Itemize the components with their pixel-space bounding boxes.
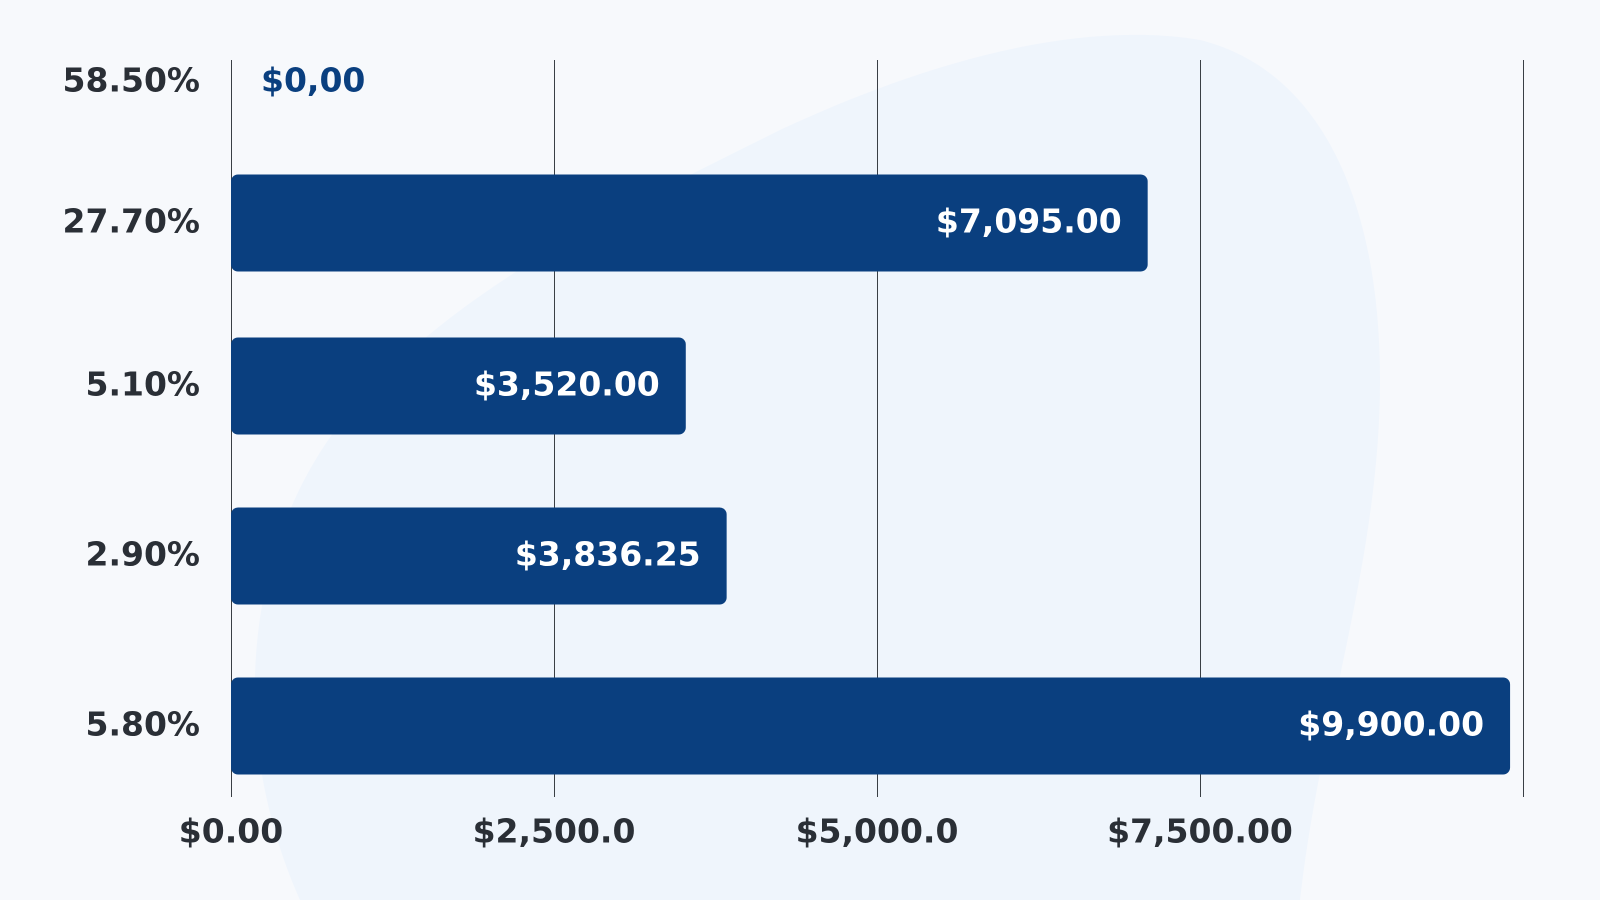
bar	[231, 174, 1148, 272]
x-tick-label: $7,500.00	[1107, 812, 1293, 851]
category-label: 27.70%	[63, 202, 200, 241]
bar-value-label: $3,836.25	[515, 535, 701, 574]
bar-value-label: $7,095.00	[936, 202, 1122, 241]
x-tick-label: $5,000.0	[796, 812, 959, 851]
x-tick-label: $2,500.0	[473, 812, 636, 851]
bar	[231, 677, 1511, 775]
bar-value-label: $9,900.00	[1298, 705, 1484, 744]
labels: $0.00 $2,500.0 $5,000.0 $7,500.00 58.50% $0,0…	[63, 61, 1485, 851]
category-label: 2.90%	[86, 535, 201, 574]
category-label: 5.80%	[86, 705, 201, 744]
bar	[231, 507, 727, 605]
x-tick-label: $0.00	[179, 812, 283, 851]
category-label: 5.10%	[86, 365, 201, 404]
category-label: 58.50%	[63, 61, 200, 100]
bar-value-label: $3,520.00	[474, 365, 660, 404]
bar-value-label: $0,00	[261, 61, 365, 100]
bar	[231, 337, 686, 435]
bars	[231, 174, 1511, 775]
